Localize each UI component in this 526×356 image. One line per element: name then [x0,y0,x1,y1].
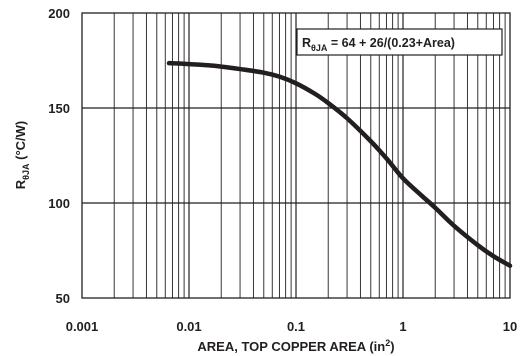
y-axis-label: RθJA (°C/W) [13,121,31,190]
x-tick-label: 0.001 [66,319,99,334]
y-tick-label: 200 [48,6,70,21]
x-axis-label: AREA, TOP COPPER AREA (in2) [197,338,394,354]
annotation-box: RθJA = 64 + 26/(0.23+Area) [296,28,503,56]
grid [82,13,510,298]
x-tick-label: 10 [503,319,517,334]
plot-frame [81,12,511,299]
y-tick-label: 150 [48,101,70,116]
x-tick-label: 0.01 [176,319,201,334]
x-tick-label: 0.1 [287,319,305,334]
annotation-text: RθJA = 64 + 26/(0.23+Area) [302,36,455,53]
x-tick-label: 1 [399,319,406,334]
y-tick-labels: 50 100 150 200 [48,6,70,306]
y-tick-label: 100 [48,196,70,211]
x-tick-labels: 0.001 0.01 0.1 1 10 [66,319,518,334]
series-line [166,60,513,268]
y-tick-label: 50 [56,291,70,306]
